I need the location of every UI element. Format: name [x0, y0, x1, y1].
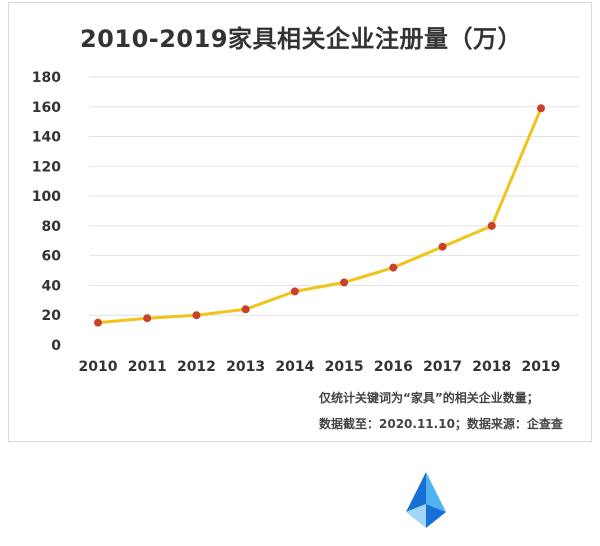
data-point [192, 311, 201, 320]
y-tick-label: 140 [32, 130, 61, 146]
y-tick-label: 60 [42, 249, 62, 265]
series-line [97, 107, 543, 325]
x-tick-label: 2018 [472, 359, 511, 375]
y-tick-label: 20 [42, 308, 62, 324]
y-tick-label: 0 [51, 338, 61, 354]
chart-card: 2010-2019家具相关企业注册量（万） 0 20 40 60 80 100 120 140… [8, 2, 592, 442]
x-tick-label: 2015 [325, 359, 364, 375]
y-tick-label: 40 [42, 278, 62, 294]
x-tick-label: 2012 [177, 359, 216, 375]
y-tick-label: 160 [32, 100, 61, 116]
x-tick-label: 2019 [522, 359, 561, 375]
x-tick-label: 2014 [275, 359, 314, 375]
y-tick-label: 80 [42, 219, 62, 235]
y-tick-label: 180 [32, 70, 61, 86]
data-point [438, 242, 447, 251]
data-point [94, 318, 102, 327]
x-tick-label: 2010 [79, 359, 118, 375]
y-tick-labels: 0 20 40 60 80 100 120 140 160 180 [32, 70, 61, 354]
x-tick-labels: 2010 2011 2012 2013 2014 2015 2016 2017 2018 2019 [79, 359, 561, 375]
footnote-source: 数据截至：2020.11.10；数据来源：企查查 [319, 417, 563, 431]
x-tick-label: 2013 [226, 359, 265, 375]
data-point [389, 263, 398, 272]
x-tick-label: 2016 [374, 359, 413, 375]
data-point [290, 287, 299, 296]
data-point [487, 221, 496, 230]
y-tick-label: 120 [32, 159, 61, 175]
data-point [340, 278, 349, 287]
y-tick-label: 100 [32, 189, 61, 205]
x-tick-label: 2011 [128, 359, 167, 375]
footnote-scope: 仅统计关键词为“家具”的相关企业数量； [319, 391, 539, 405]
data-point [241, 305, 250, 314]
series-layer [94, 104, 545, 327]
chart-title: 2010-2019家具相关企业注册量（万） [79, 25, 523, 53]
triangle-logo-icon [406, 472, 446, 528]
data-point [143, 314, 152, 323]
data-point [537, 104, 545, 113]
x-tick-label: 2017 [423, 359, 462, 375]
